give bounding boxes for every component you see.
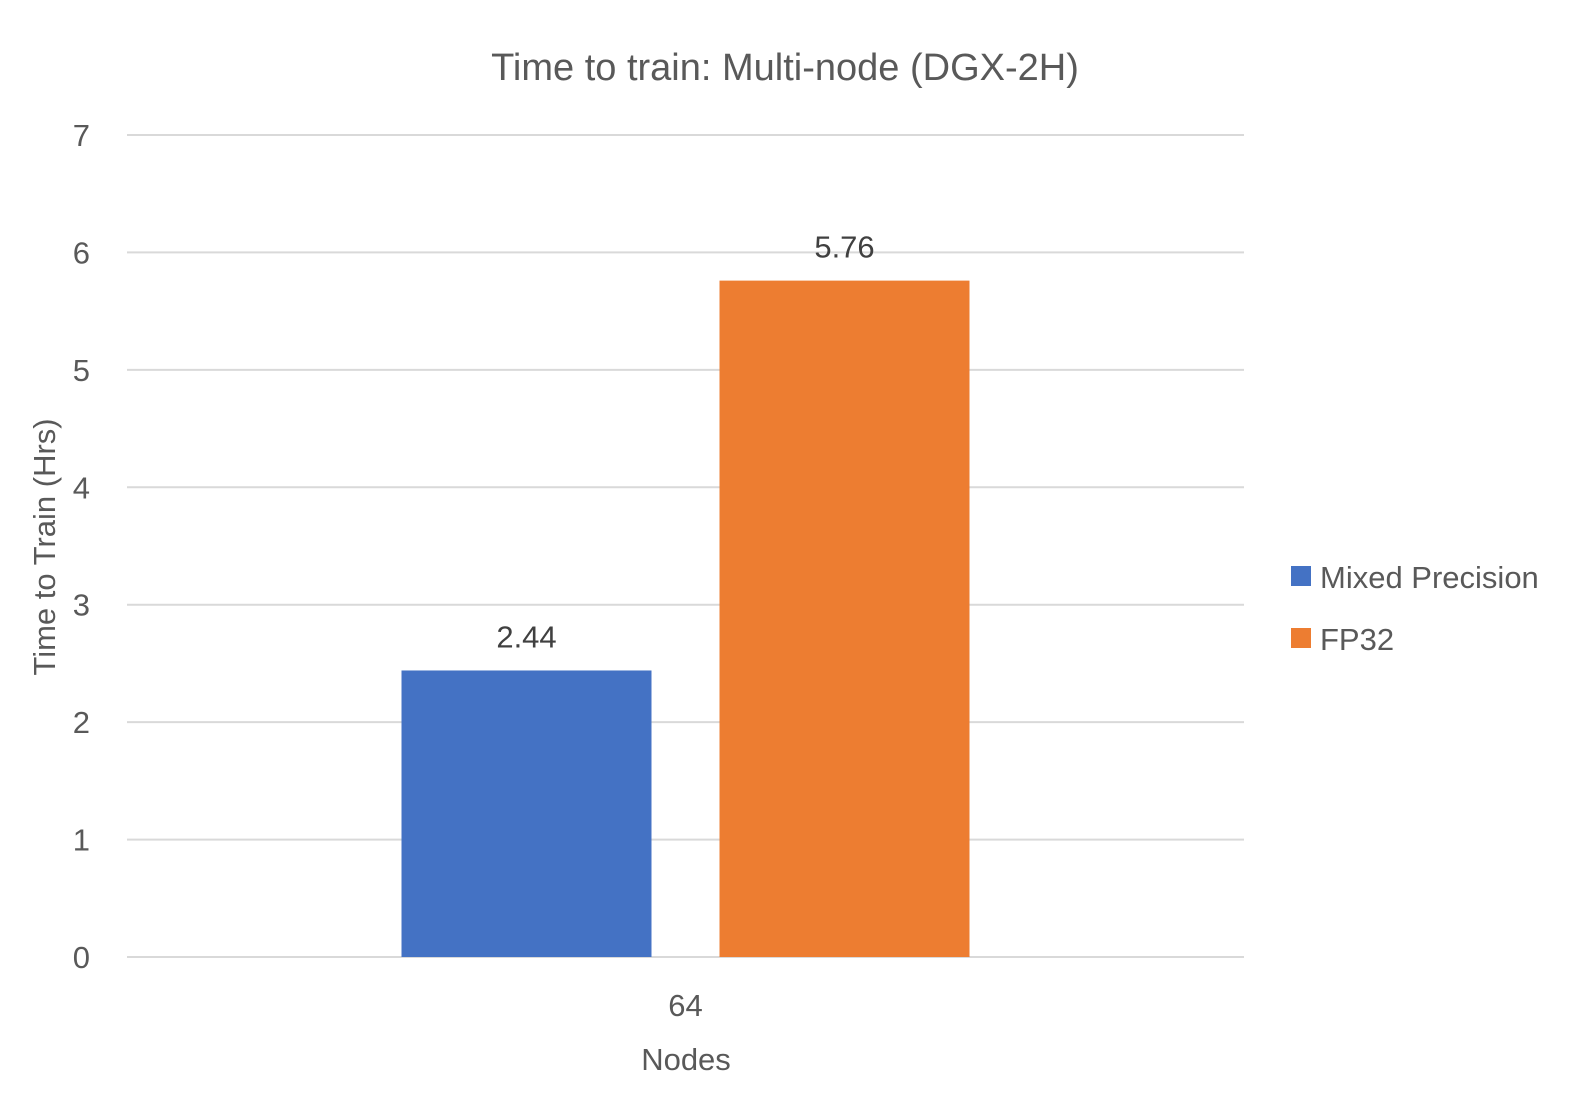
x-tick-label: 64 <box>668 988 702 1023</box>
data-label: 5.76 <box>814 230 874 265</box>
y-axis-ticks: 0 1 2 3 4 5 6 7 <box>73 118 90 975</box>
y-tick-label: 1 <box>73 823 90 858</box>
bar <box>719 280 970 957</box>
y-tick-label: 5 <box>73 353 90 388</box>
bar <box>401 670 652 957</box>
legend-swatch <box>1291 566 1311 586</box>
y-tick-label: 3 <box>73 588 90 623</box>
legend-label: FP32 <box>1320 622 1394 657</box>
x-axis-ticks: 64 <box>668 988 702 1023</box>
bars: 2.44 5.76 <box>401 230 970 957</box>
legend-swatch <box>1291 628 1311 648</box>
y-tick-label: 4 <box>73 470 90 505</box>
data-label: 2.44 <box>496 619 556 654</box>
y-tick-label: 7 <box>73 118 90 153</box>
x-axis-label: Nodes <box>641 1042 731 1077</box>
y-axis-label: Time to Train (Hrs) <box>27 418 62 675</box>
legend: Mixed Precision FP32 <box>1291 560 1539 657</box>
legend-label: Mixed Precision <box>1320 560 1539 595</box>
y-tick-label: 0 <box>73 940 90 975</box>
gridlines <box>127 134 1244 958</box>
y-tick-label: 2 <box>73 705 90 740</box>
y-tick-label: 6 <box>73 235 90 270</box>
chart-title: Time to train: Multi-node (DGX-2H) <box>491 47 1079 89</box>
